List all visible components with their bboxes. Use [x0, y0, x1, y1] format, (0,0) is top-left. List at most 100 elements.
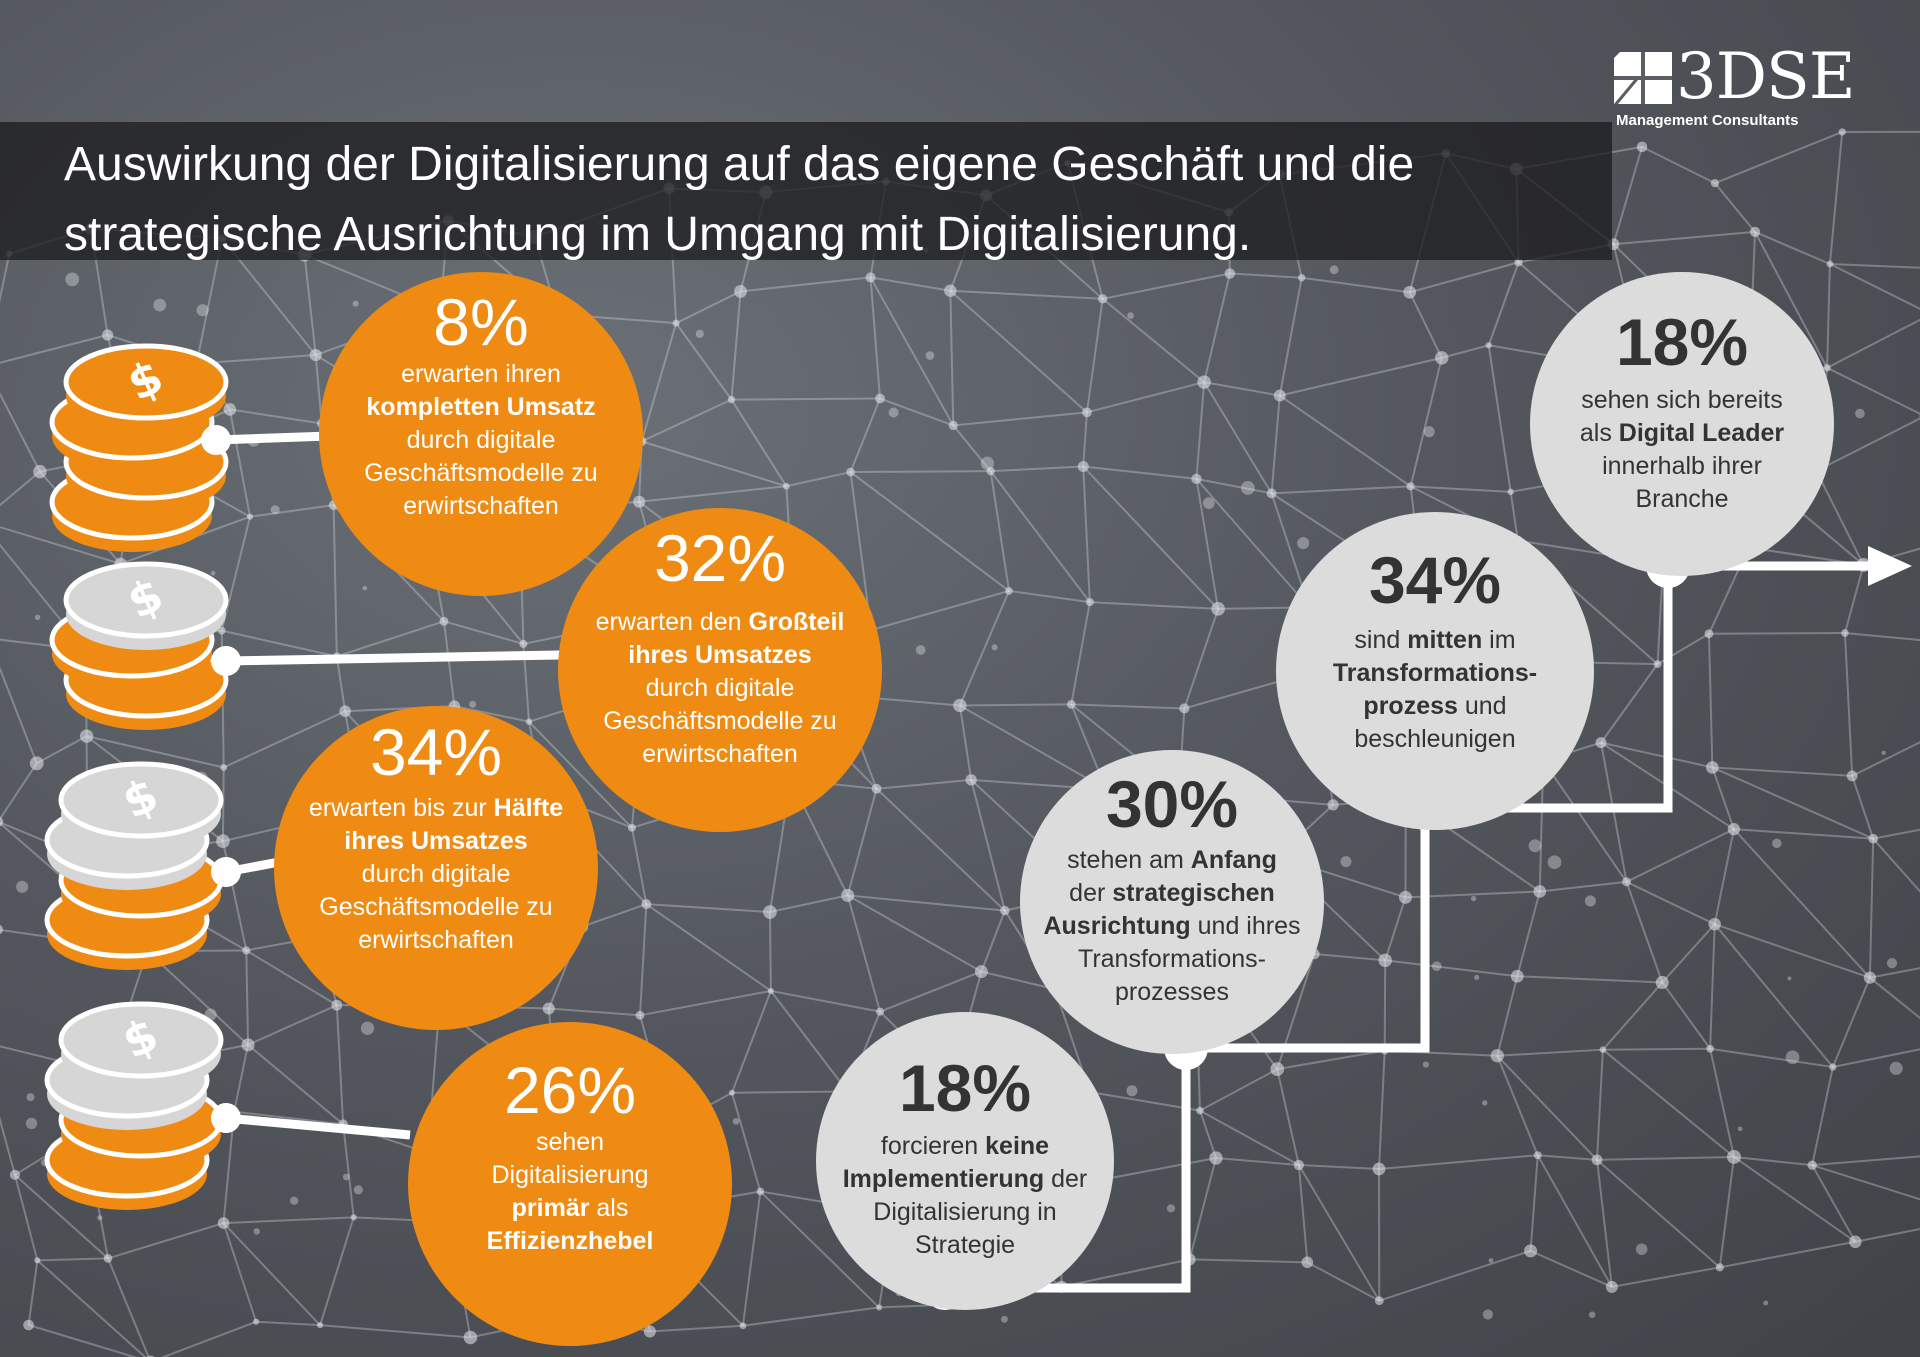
description-line: beschleunigen	[1276, 723, 1594, 756]
description-text: prozesses	[1115, 978, 1229, 1006]
description-emphasis: Hälfte	[493, 794, 564, 822]
stat-circle-mitten-transformation: 34% sind mitten im Transformations-prozes…	[1276, 512, 1594, 830]
stat-percent: 34%	[369, 715, 503, 789]
stat-percent: 34%	[1368, 543, 1502, 617]
description-line: prozesses	[1020, 976, 1324, 1009]
description-text: forcieren	[880, 1132, 986, 1160]
description-line: Geschäftsmodelle zu	[274, 891, 598, 924]
description-emphasis: Ausrichtung	[1043, 912, 1191, 940]
stat-circle-effizienzhebel: 26% sehen Digitalisierung primär als Effizi…	[408, 1022, 732, 1346]
description-text: und	[1457, 692, 1507, 720]
description-text: als	[1579, 419, 1619, 447]
description-text: durch digitale	[645, 674, 795, 702]
description-text: erwirtschaften	[403, 492, 559, 520]
stat-description: erwarten ihren kompletten Umsatz durch dig…	[319, 358, 643, 523]
description-line: erwarten bis zur Hälfte	[274, 792, 598, 825]
description-text: erwarten ihren	[401, 360, 561, 388]
description-text: erwirtschaften	[358, 926, 514, 954]
description-line: ihres Umsatzes	[274, 825, 598, 858]
stat-circle-haelfte-umsatz: 34% erwarten bis zur Hälfte ihres Umsatze…	[274, 706, 598, 1030]
description-line: forcieren keine	[816, 1130, 1114, 1163]
description-emphasis: mitten	[1407, 626, 1483, 654]
stat-description: forcieren keine Implementierung der Digita…	[816, 1130, 1114, 1262]
stat-percent: 18%	[898, 1051, 1032, 1125]
description-emphasis: Effizienzhebel	[486, 1227, 654, 1255]
description-text: durch digitale	[406, 426, 556, 454]
description-line: sehen sich bereits	[1530, 384, 1834, 417]
description-text: Digitalisierung in	[873, 1198, 1057, 1226]
description-text: beschleunigen	[1354, 725, 1516, 753]
description-line: erwirtschaften	[558, 738, 882, 771]
description-text: innerhalb ihrer	[1602, 452, 1762, 480]
description-line: Branche	[1530, 483, 1834, 516]
description-text: erwarten bis zur	[308, 794, 494, 822]
description-line: erwarten den Großteil	[558, 606, 882, 639]
description-emphasis: Digital Leader	[1618, 419, 1785, 447]
description-text: erwarten den	[595, 608, 749, 636]
description-line: Digitalisierung	[408, 1159, 732, 1192]
company-logo: 3DSE Management Consultants	[1614, 40, 1856, 138]
description-line: erwarten ihren	[319, 358, 643, 391]
stat-description: sehen Digitalisierung primär als Effizienzh…	[408, 1126, 732, 1258]
title-line-2: strategische Ausrichtung im Umgang mit D…	[64, 208, 1252, 261]
description-text: Geschäftsmodelle zu	[603, 707, 837, 735]
description-emphasis: Transformations-	[1332, 659, 1538, 687]
description-text: Geschäftsmodelle zu	[319, 893, 553, 921]
description-text: als	[589, 1194, 629, 1222]
stat-circle-keine-implementierung: 18% forcieren keine Implementierung der Di…	[816, 1012, 1114, 1310]
description-emphasis: ihres Umsatzes	[628, 641, 812, 669]
description-text: sehen	[535, 1128, 605, 1156]
description-text: Digitalisierung	[491, 1161, 649, 1189]
logo-subtitle: Management Consultants	[1616, 112, 1799, 129]
stat-percent: 26%	[503, 1053, 637, 1127]
description-line: kompletten Umsatz	[319, 391, 643, 424]
stat-circle-kompletter-umsatz: 8% erwarten ihren kompletten Umsatz durch …	[319, 272, 643, 596]
stat-circle-anfang-ausrichtung: 30% stehen am Anfang der strategischen Aus…	[1020, 750, 1324, 1054]
description-line: als Digital Leader	[1530, 417, 1834, 450]
title-banner	[0, 122, 1612, 260]
description-text: Strategie	[914, 1231, 1016, 1259]
description-text: erwirtschaften	[642, 740, 798, 768]
description-emphasis: prozess	[1363, 692, 1458, 720]
description-emphasis: primär	[511, 1194, 590, 1222]
description-text: Branche	[1635, 485, 1729, 513]
description-text: Geschäftsmodelle zu	[364, 459, 598, 487]
description-line: erwirtschaften	[319, 490, 643, 523]
description-line: erwirtschaften	[274, 924, 598, 957]
description-text: stehen am	[1067, 846, 1191, 874]
description-emphasis: keine	[985, 1132, 1050, 1160]
stat-circle-grossteil-umsatz: 32% erwarten den Großteil ihres Umsatzes d…	[558, 508, 882, 832]
description-text: durch digitale	[361, 860, 511, 888]
description-line: Digitalisierung in	[816, 1196, 1114, 1229]
description-emphasis: Anfang	[1190, 846, 1277, 874]
description-line: prozess und	[1276, 690, 1594, 723]
description-emphasis: ihres Umsatzes	[344, 827, 528, 855]
description-line: stehen am Anfang	[1020, 844, 1324, 877]
stat-percent: 32%	[653, 521, 787, 595]
description-line: durch digitale	[319, 424, 643, 457]
description-line: durch digitale	[558, 672, 882, 705]
stat-description: sehen sich bereits als Digital Leader inne…	[1530, 384, 1834, 516]
description-line: der strategischen	[1020, 877, 1324, 910]
description-line: Geschäftsmodelle zu	[319, 457, 643, 490]
description-line: Implementierung der	[816, 1163, 1114, 1196]
description-text: der	[1044, 1165, 1088, 1193]
description-emphasis: Großteil	[748, 608, 845, 636]
description-line: sehen	[408, 1126, 732, 1159]
description-line: durch digitale	[274, 858, 598, 891]
description-emphasis: Implementierung	[842, 1165, 1045, 1193]
stat-description: erwarten bis zur Hälfte ihres Umsatzes dur…	[274, 792, 598, 957]
stat-circle-digital-leader: 18% sehen sich bereits als Digital Leader…	[1530, 272, 1834, 576]
description-line: Transformations-	[1276, 657, 1594, 690]
description-line: Ausrichtung und ihres	[1020, 910, 1324, 943]
title-line-1: Auswirkung der Digitalisierung auf das e…	[64, 138, 1415, 191]
description-text: sehen sich bereits	[1581, 386, 1783, 414]
logo-mark-icon	[1614, 52, 1672, 104]
stat-description: stehen am Anfang der strategischen Ausrich…	[1020, 844, 1324, 1009]
stat-description: erwarten den Großteil ihres Umsatzes durch…	[558, 606, 882, 771]
stat-description: sind mitten im Transformations-prozess un…	[1276, 624, 1594, 756]
description-line: Strategie	[816, 1229, 1114, 1262]
description-text: sind	[1354, 626, 1408, 654]
description-line: innerhalb ihrer	[1530, 450, 1834, 483]
